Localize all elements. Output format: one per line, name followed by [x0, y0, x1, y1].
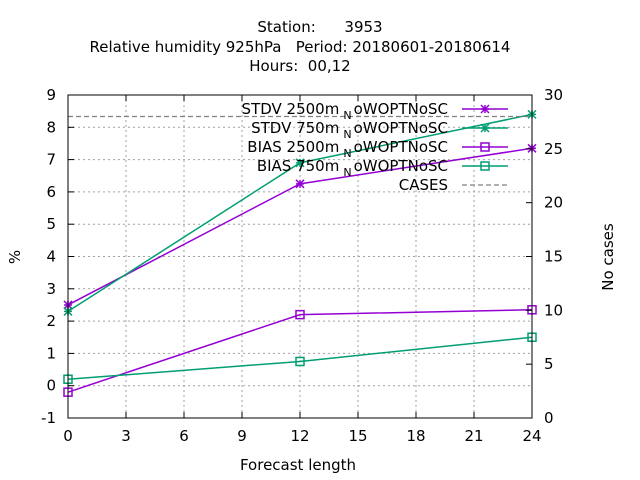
y-tick-label: 7: [46, 151, 56, 169]
x-tick-label: 3: [121, 427, 131, 445]
legend-entry-subscript: N: [343, 166, 351, 179]
legend-entry-suffix: oWOPTNoSC: [354, 100, 448, 118]
x-tick-label: 15: [348, 427, 367, 445]
y-tick-label: 9: [46, 86, 56, 104]
y-tick-label: 8: [46, 118, 56, 136]
legend-entry-subscript: N: [343, 147, 351, 160]
y2-axis-label: No cases: [599, 223, 617, 291]
legend-entry-name: BIAS 750m: [257, 157, 340, 175]
legend-entry-subscript: N: [343, 109, 351, 122]
y2-tick-label: 10: [544, 301, 563, 319]
grid-lines: [68, 95, 532, 418]
series-2-point: [295, 309, 305, 320]
series-3-point: [295, 356, 305, 367]
legend-sample-marker: [480, 142, 490, 152]
series-2-line: [67, 309, 533, 393]
y-tick-label: 4: [46, 248, 56, 266]
title-line-station: Station: 3953: [257, 18, 382, 36]
legend-entry-name: STDV 750m: [251, 119, 339, 137]
legend-sample-marker: [480, 161, 490, 171]
x-tick-label: 21: [464, 427, 483, 445]
title-line-hours: Hours: 00,12: [249, 57, 350, 75]
x-axis-label: Forecast length: [240, 456, 356, 474]
y2-tick-label: 5: [544, 355, 554, 373]
legend-entry-label: CASES: [399, 176, 448, 194]
legend-entry-suffix: oWOPTNoSC: [354, 157, 448, 175]
series-1-point: [295, 158, 305, 168]
y2-tick-label: 15: [544, 248, 563, 266]
legend-entry-suffix: oWOPTNoSC: [354, 119, 448, 137]
x-tick-label: 24: [522, 427, 541, 445]
y-tick-label: -1: [41, 409, 56, 427]
legend-entry-name: CASES: [399, 176, 448, 194]
y-tick-label: 2: [46, 312, 56, 330]
y2-tick-label: 20: [544, 194, 563, 212]
x-tick-label: 12: [290, 427, 309, 445]
legend-entry-name: BIAS 2500m: [247, 138, 339, 156]
x-tick-label: 9: [237, 427, 247, 445]
title-line-variable-period: Relative humidity 925hPa Period: 2018060…: [90, 38, 511, 56]
legend-entry-suffix: oWOPTNoSC: [354, 138, 448, 156]
y-axis-label: %: [6, 250, 24, 264]
y-tick-label: 1: [46, 344, 56, 362]
series-3-line: [67, 336, 533, 380]
legend-entry-name: STDV 2500m: [242, 100, 340, 118]
y-tick-label: 3: [46, 280, 56, 298]
x-tick-label: 0: [63, 427, 73, 445]
y2-tick-label: 25: [544, 140, 563, 158]
legend-sample-marker: [480, 104, 490, 114]
y2-tick-label: 30: [544, 86, 563, 104]
y2-tick-label: 0: [544, 409, 554, 427]
series-0-point: [295, 179, 305, 189]
y-tick-label: 5: [46, 215, 56, 233]
chart-title: Station: 3953 Relative humidity 925hPa P…: [90, 18, 511, 75]
x-tick-label: 6: [179, 427, 189, 445]
legend-sample-marker: [480, 123, 490, 133]
y-tick-label: 6: [46, 183, 56, 201]
x-tick-label: 18: [406, 427, 425, 445]
y-tick-label: 0: [46, 377, 56, 395]
legend-entry-subscript: N: [343, 128, 351, 141]
